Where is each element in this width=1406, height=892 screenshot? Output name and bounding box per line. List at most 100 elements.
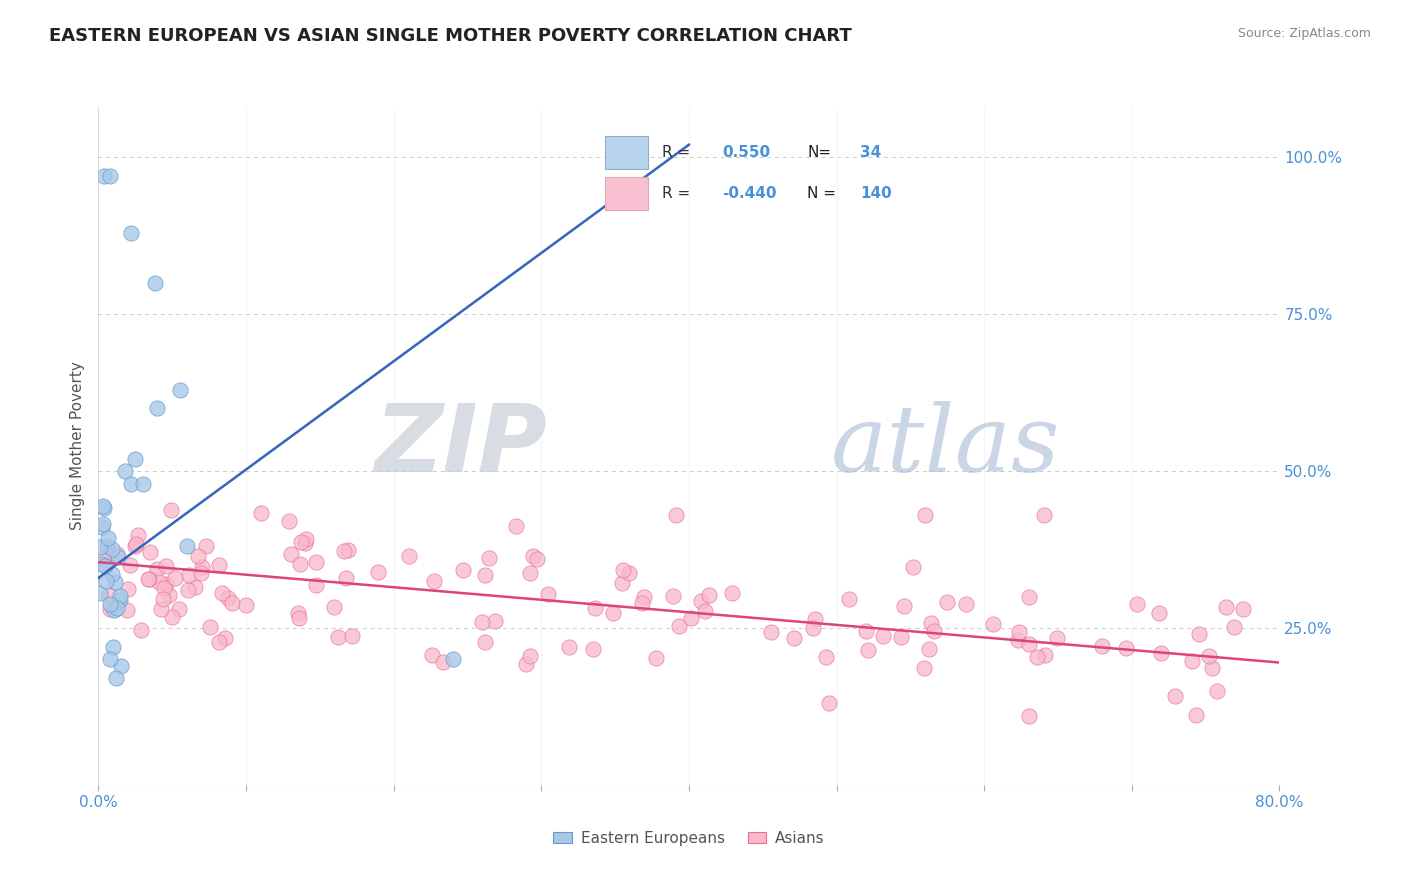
Point [519,649,541,664]
Point [1007,632,1029,647]
Point [124,539,146,553]
Point [922,624,945,638]
Point [422,648,444,662]
Point [335,570,357,584]
Point [101,541,124,556]
Point [1188,627,1211,641]
Point [124,451,146,466]
Point [208,635,231,649]
Point [441,652,464,666]
Point [661,589,683,603]
Point [526,552,548,566]
Point [912,660,935,674]
Point [120,476,142,491]
Point [165,571,187,585]
Point [160,610,183,624]
Point [305,578,328,592]
Point [1149,606,1171,620]
Point [157,588,180,602]
Point [94,574,117,588]
Point [104,575,127,590]
Point [1198,648,1220,663]
Point [105,671,128,685]
Point [1201,661,1223,675]
Point [838,591,860,606]
Text: atlas: atlas [831,401,1060,491]
Point [1115,641,1137,656]
Point [612,563,634,577]
Point [1181,654,1204,668]
Point [139,545,162,559]
Point [918,642,941,657]
Point [890,631,912,645]
Point [91,557,114,571]
Point [1164,689,1187,703]
Point [1232,601,1254,615]
Point [184,581,207,595]
Point [801,621,824,635]
Point [176,540,198,554]
Point [326,630,349,644]
Point [280,547,302,561]
Point [1025,650,1047,665]
Point [100,598,122,612]
Point [474,635,496,649]
Point [217,591,239,605]
Point [557,640,579,654]
Point [91,520,114,534]
Point [858,642,880,657]
Point [105,601,128,615]
Point [294,536,316,550]
Point [138,572,160,586]
Point [681,611,703,625]
Point [1090,639,1112,653]
Point [103,640,125,654]
Point [484,615,506,629]
Point [1018,637,1040,651]
Point [211,585,233,599]
Point [198,620,221,634]
Point [633,590,655,604]
Point [582,642,605,657]
Point [114,464,136,478]
Point [855,624,877,638]
Point [287,606,309,620]
Point [91,500,114,514]
Point [1150,646,1173,660]
Point [903,560,925,574]
Point [333,544,356,558]
Point [89,540,111,554]
Point [1018,590,1040,604]
Point [981,616,1004,631]
Point [190,566,212,580]
Point [783,631,806,645]
Point [451,563,474,577]
Point [96,539,118,553]
Point [155,577,177,591]
Point [515,657,537,671]
Point [194,540,217,554]
Point [89,586,111,600]
Point [1035,648,1057,663]
Y-axis label: Single Mother Poverty: Single Mother Poverty [69,361,84,531]
Point [617,566,640,581]
Point [98,588,121,602]
Point [1126,597,1149,611]
Point [249,507,271,521]
Point [818,697,841,711]
Point [1206,684,1229,698]
Point [94,558,117,573]
Point [1215,599,1237,614]
Point [478,550,501,565]
Point [505,519,527,533]
Point [129,624,152,638]
Point [169,383,191,397]
Point [146,401,169,416]
Point [91,551,114,566]
Point [668,619,690,633]
Point [955,597,977,611]
Point [125,537,148,551]
Point [288,558,311,572]
Point [1223,620,1246,634]
Point [155,558,177,573]
